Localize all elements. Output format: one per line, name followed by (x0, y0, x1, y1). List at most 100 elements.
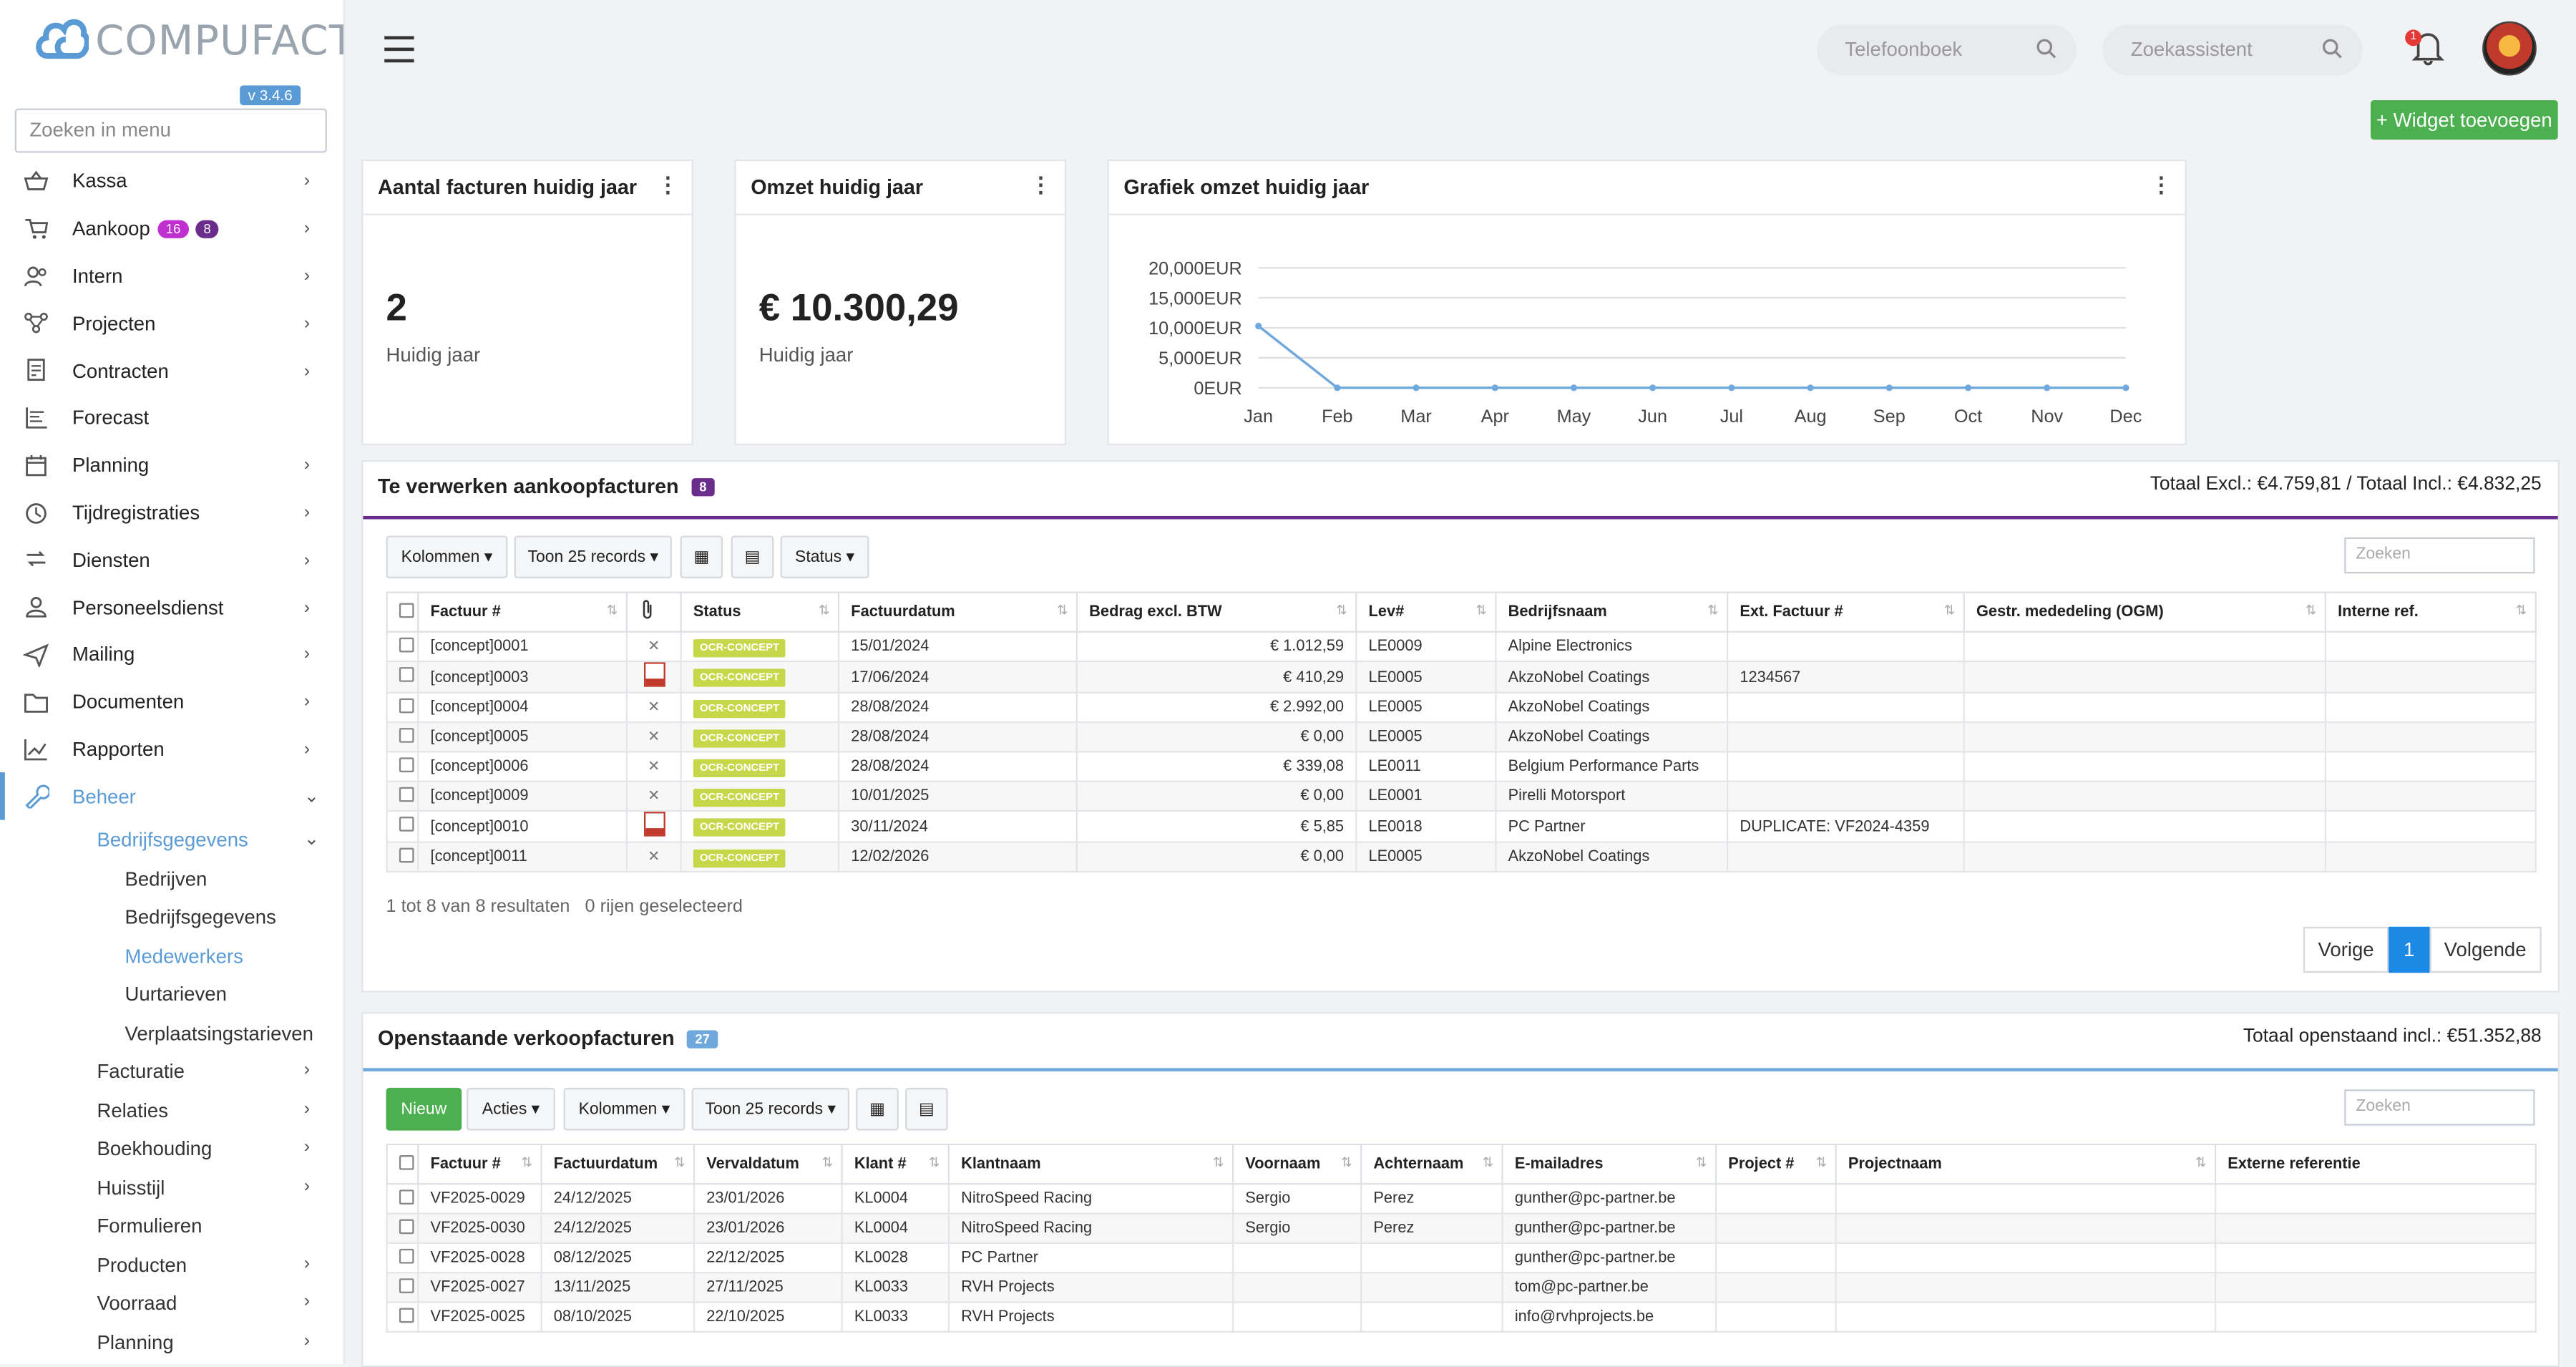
attachment-cell[interactable] (625, 660, 682, 694)
phonebook-search[interactable]: Telefoonboek (1817, 24, 2077, 76)
hamburger-menu-icon[interactable] (384, 36, 414, 63)
data-point[interactable] (1334, 384, 1341, 391)
table-row[interactable]: VF2025-0028 08/12/2025 22/12/2025 KL0028 PC … (386, 1242, 2537, 1274)
row-checkbox[interactable] (386, 1183, 419, 1215)
select-all-checkbox[interactable] (386, 1143, 419, 1185)
attachment-column-header[interactable] (625, 591, 682, 633)
pdf-export-icon[interactable]: ▤ (731, 535, 774, 579)
column-header[interactable]: Voornaam ⇅ (1231, 1143, 1362, 1185)
table-row[interactable]: [concept]0003 OCR-CONCEPT 17/06/2024 € 410,… (386, 660, 2537, 694)
column-header[interactable]: Achternaam ⇅ (1360, 1143, 1503, 1185)
data-point[interactable] (2122, 384, 2129, 391)
client-link[interactable]: KL0004 (841, 1212, 950, 1244)
row-checkbox[interactable] (386, 660, 419, 694)
invoice-number-link[interactable]: [concept]0005 (417, 721, 628, 753)
table-row[interactable]: [concept]0011 ✕ OCR-CONCEPT 12/02/2026 € 0,0… (386, 841, 2537, 873)
client-link[interactable]: KL0028 (841, 1242, 950, 1274)
column-header[interactable]: Status ⇅ (680, 591, 840, 633)
submenu-item-planning[interactable]: Planning › (0, 1322, 343, 1361)
invoice-number-link[interactable]: [concept]0010 (417, 809, 628, 843)
column-header[interactable]: Vervaldatum ⇅ (693, 1143, 843, 1185)
pdf-icon[interactable] (643, 812, 665, 837)
submenu-item-producten[interactable]: Producten › (0, 1245, 343, 1284)
supplier-link[interactable]: LE0005 (1355, 660, 1497, 694)
select-all-checkbox[interactable] (386, 591, 419, 633)
data-point[interactable] (1413, 384, 1420, 391)
invoice-number-link[interactable]: [concept]0006 (417, 751, 628, 782)
column-header[interactable]: Factuurdatum ⇅ (837, 591, 1078, 633)
table-row[interactable]: [concept]0006 ✕ OCR-CONCEPT 28/08/2024 € 339… (386, 751, 2537, 782)
pdf-export-icon[interactable]: ▤ (905, 1087, 948, 1131)
sidebar-item-aankoop[interactable]: Aankoop 16 8 › (0, 205, 343, 253)
more-options-icon[interactable]: ⋮ (2150, 172, 2172, 198)
row-checkbox[interactable] (386, 809, 419, 843)
submenu-item-boekhouding[interactable]: Boekhouding › (0, 1129, 343, 1168)
column-header[interactable]: Project # ⇅ (1714, 1143, 1837, 1185)
sidebar-item-rapporten[interactable]: Rapporten › (0, 726, 343, 773)
invoice-number-link[interactable]: VF2025-0028 (417, 1242, 542, 1274)
assistant-search[interactable]: Zoekassistent (2102, 24, 2363, 76)
table-row[interactable]: VF2025-0027 13/11/2025 27/11/2025 KL0033 RVH… (386, 1272, 2537, 1303)
columns-button[interactable]: Kolommen ▾ (563, 1087, 686, 1131)
more-options-icon[interactable]: ⋮ (657, 172, 679, 198)
submenu-item-bedrijfsgegevens[interactable]: Bedrijfsgegevens (0, 897, 343, 936)
sidebar-item-contracten[interactable]: Contracten › (0, 347, 343, 394)
invoice-number-link[interactable]: VF2025-0029 (417, 1183, 542, 1215)
row-checkbox[interactable] (386, 1212, 419, 1244)
sidebar-item-mailing[interactable]: Mailing › (0, 631, 343, 678)
column-header[interactable]: Bedrijfsnaam ⇅ (1495, 591, 1729, 633)
supplier-link[interactable]: LE0005 (1355, 721, 1497, 753)
show-records-button[interactable]: Toon 25 records ▾ (514, 535, 673, 579)
invoice-number-link[interactable]: [concept]0001 (417, 631, 628, 663)
invoice-number-link[interactable]: [concept]0011 (417, 841, 628, 873)
logo[interactable]: COMPUFACT (33, 13, 343, 65)
row-checkbox[interactable] (386, 780, 419, 812)
submenu-item-medewerkers[interactable]: Medewerkers (0, 936, 343, 975)
table-search-input[interactable]: Zoeken (2344, 1089, 2535, 1126)
sidebar-item-diensten[interactable]: Diensten › (0, 536, 343, 583)
submenu-item-voorraad[interactable]: Voorraad › (0, 1283, 343, 1322)
attachment-cell[interactable]: ✕ (625, 631, 682, 663)
submenu-item-huisstijl[interactable]: Huisstijl › (0, 1168, 343, 1207)
attachment-cell[interactable]: ✕ (625, 841, 682, 873)
column-header[interactable]: Factuur # ⇅ (417, 1143, 542, 1185)
column-header[interactable]: Bedrag excl. BTW ⇅ (1075, 591, 1357, 633)
table-row[interactable]: [concept]0005 ✕ OCR-CONCEPT 28/08/2024 € 0,0… (386, 721, 2537, 753)
pdf-icon[interactable] (643, 663, 665, 687)
row-checkbox[interactable] (386, 631, 419, 663)
menu-search-input[interactable]: Zoeken in menu (14, 108, 327, 153)
client-link[interactable]: KL0004 (841, 1183, 950, 1215)
avatar[interactable] (2482, 21, 2537, 76)
sidebar-item-kassa[interactable]: Kassa › (0, 157, 343, 205)
attachment-cell[interactable]: ✕ (625, 780, 682, 812)
sidebar-item-projecten[interactable]: Projecten › (0, 300, 343, 347)
sidebar-item-documenten[interactable]: Documenten › (0, 678, 343, 726)
supplier-link[interactable]: LE0011 (1355, 751, 1497, 782)
data-point[interactable] (1649, 384, 1657, 391)
data-point[interactable] (1807, 384, 1814, 391)
row-checkbox[interactable] (386, 841, 419, 873)
submenu-item-formulieren[interactable]: Formulieren (0, 1207, 343, 1245)
submenu-item-bedrijfsgegevens[interactable]: Bedrijfsgegevens ⌄ (0, 820, 343, 859)
column-header[interactable]: E-mailadres ⇅ (1501, 1143, 1717, 1185)
next-page-button[interactable]: Volgende (2429, 926, 2542, 973)
sidebar-item-intern[interactable]: Intern › (0, 253, 343, 300)
invoice-number-link[interactable]: VF2025-0025 (417, 1301, 542, 1333)
column-header[interactable]: Klant # ⇅ (841, 1143, 950, 1185)
sidebar-item-forecast[interactable]: Forecast (0, 394, 343, 442)
data-point[interactable] (1491, 384, 1498, 391)
data-point[interactable] (2044, 384, 2051, 391)
submenu-item-facturatie[interactable]: Facturatie › (0, 1052, 343, 1091)
invoice-number-link[interactable]: VF2025-0027 (417, 1272, 542, 1303)
row-checkbox[interactable] (386, 721, 419, 753)
columns-button[interactable]: Kolommen ▾ (386, 535, 508, 579)
column-header[interactable]: Klantnaam ⇅ (947, 1143, 1234, 1185)
new-invoice-button[interactable]: Nieuw (386, 1087, 462, 1131)
actions-button[interactable]: Acties ▾ (467, 1087, 556, 1131)
table-row[interactable]: VF2025-0030 24/12/2025 23/01/2026 KL0004 Nit… (386, 1212, 2537, 1244)
column-header[interactable]: Factuurdatum ⇅ (540, 1143, 696, 1185)
attachment-cell[interactable]: ✕ (625, 691, 682, 724)
supplier-link[interactable]: LE0009 (1355, 631, 1497, 663)
column-header[interactable]: Externe referentie (2214, 1143, 2537, 1185)
table-row[interactable]: [concept]0004 ✕ OCR-CONCEPT 28/08/2024 € 2.9… (386, 691, 2537, 724)
